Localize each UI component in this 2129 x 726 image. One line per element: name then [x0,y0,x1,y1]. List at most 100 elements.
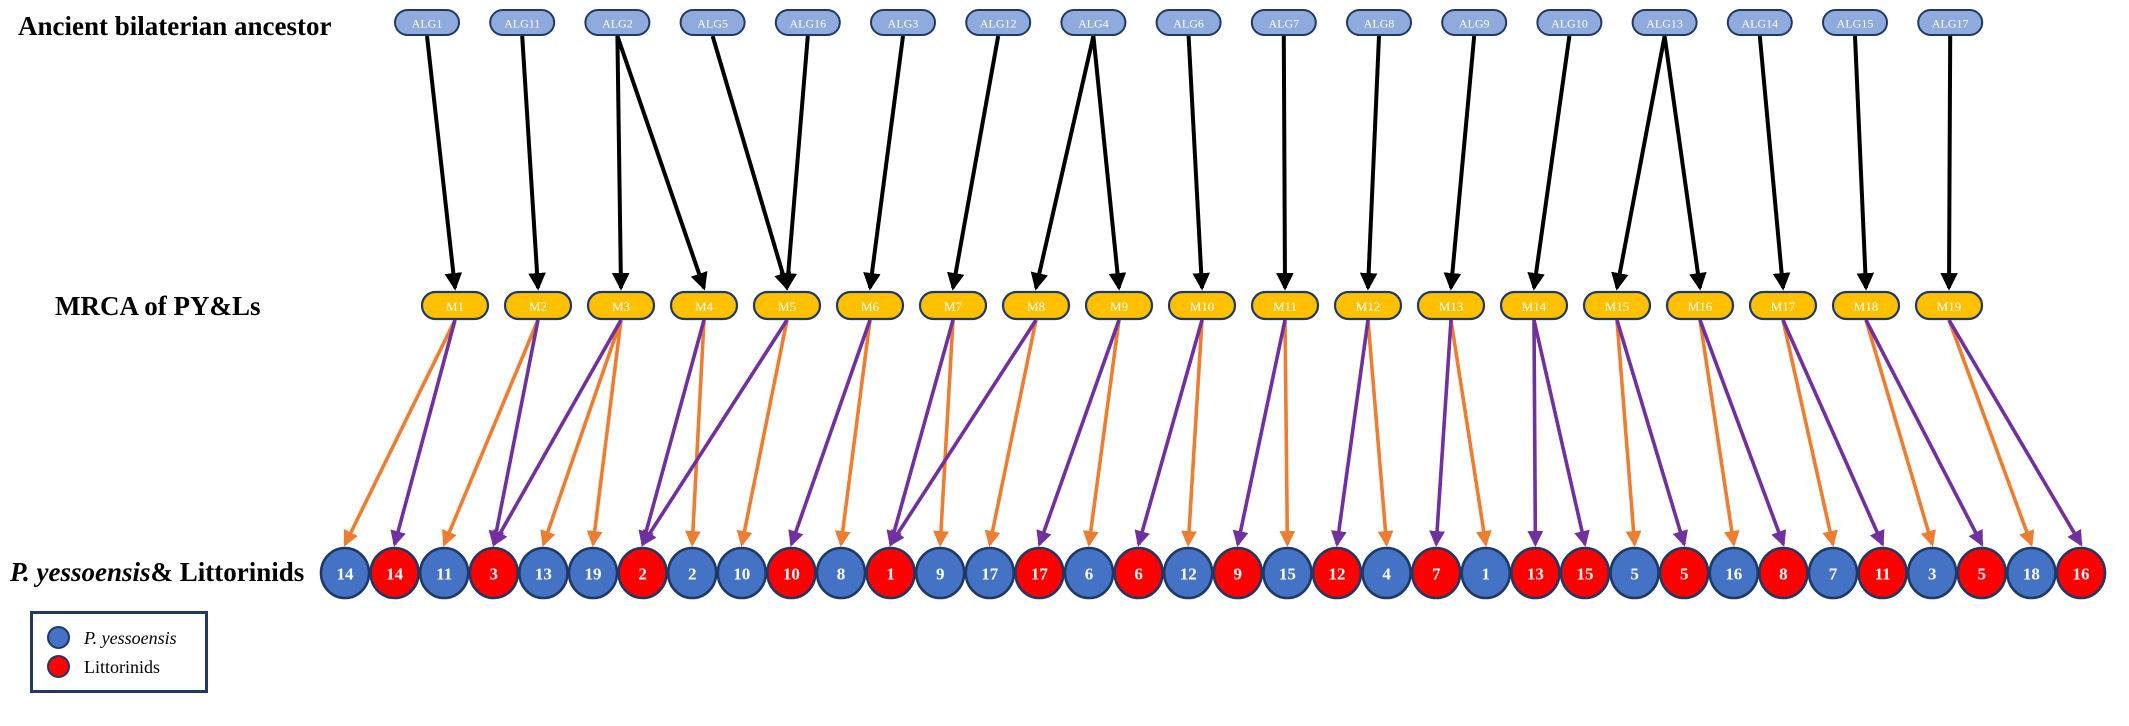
alg-label: ALG11 [504,17,540,31]
chromosome-shape [468,546,520,600]
chromosome-shape [865,546,916,600]
mrca-node-M9: M9 [1084,290,1154,321]
mrca-label: M18 [1854,299,1879,314]
alg-pill [1441,9,1508,36]
alg-label: ALG13 [1646,17,1683,31]
mrca-to-chrom-arrow-M14-c25 [1532,319,1590,547]
alg-node-ALG11: ALG11 [489,9,556,36]
chromosome-number: 9 [1234,565,1243,584]
mrca-to-chrom-arrow-M1-c0 [343,319,457,547]
chromosome-shape [1311,546,1363,600]
mrca-node-M11: M11 [1250,290,1320,321]
mrca-to-chrom-arrow-M15-c27 [1615,319,1688,547]
chromosome-shape [1708,546,1760,600]
chromosome-shape [369,546,420,600]
alg-pill [965,9,1032,36]
chromosome-shape [1559,546,1611,600]
chromosome-number: 17 [1031,565,1049,584]
mrca-to-chrom-arrow-M4-c7 [684,319,706,547]
chromosome-number: 2 [638,565,647,584]
legend-box: P. yessoensis Littorinids [30,611,208,693]
alg-label: ALG17 [1932,17,1969,31]
mrca-pill [835,290,905,321]
legend-row-py: P. yessoensis [47,626,205,649]
alg-label: ALG15 [1837,17,1874,31]
py-legend-label: P. yessoensis [84,627,177,648]
mrca-to-chrom-arrow-M14-c24 [1527,319,1544,547]
alg-pill [1060,9,1127,36]
mrca-label: M10 [1190,299,1215,314]
chromosome-circle-lit-10: 10 [766,546,817,600]
chromosome-shape [716,546,768,600]
chromosome-shape [766,546,817,600]
chromosome-number: 14 [337,565,355,584]
alg-to-mrca-arrow-ALG17-M19 [1940,35,1958,291]
mrca-to-chrom-arrow-M6-c9 [788,319,872,547]
alg-node-ALG16: ALG16 [774,9,841,36]
chromosome-circle-py-4: 4 [1361,546,1412,600]
species-label-rest: & Littorinids [150,557,305,587]
mrca-to-chrom-arrow-M1-c1 [390,319,457,547]
chromosome-number: 7 [1829,565,1838,584]
chromosome-number: 5 [1978,565,1987,584]
chromosome-shape [319,546,371,600]
mrca-label: M17 [1771,299,1796,314]
mrca-label: M8 [1027,299,1045,314]
mrca-node-M18: M18 [1831,290,1901,321]
chromosome-circle-py-6: 6 [1063,546,1115,600]
chromosome-number: 3 [1928,565,1937,584]
chromosome-number: 4 [1382,565,1391,584]
chromosome-circle-lit-15: 15 [1559,546,1611,600]
alg-node-ALG13: ALG13 [1631,9,1698,36]
chromosome-shape [666,546,718,600]
chromosome-number: 18 [2023,565,2040,584]
mrca-to-chrom-arrow-M11-c19 [1279,319,1296,547]
chromosome-number: 8 [1779,565,1788,584]
alg-pill [394,9,460,36]
chromosome-number: 6 [1085,565,1094,584]
chromosome-circle-py-2: 2 [666,546,718,600]
chromosome-number: 15 [1577,565,1594,584]
chromosome-number: 7 [1432,565,1441,584]
chromosome-circle-py-5: 5 [1609,546,1660,600]
chromosome-circle-lit-7: 7 [1410,546,1462,600]
mrca-pill [1001,290,1071,321]
chromosome-circle-lit-1: 1 [865,546,916,600]
mrca-to-chrom-arrow-M4-c6 [638,319,706,547]
chromosome-circle-py-10: 10 [716,546,768,600]
mrca-to-chrom-arrow-M10-c17 [1181,319,1204,547]
chromosome-number: 16 [2073,565,2090,584]
alg-label: ALG10 [1551,17,1588,31]
species-label-italic: P. yessoensis [10,557,151,587]
alg-to-mrca-arrow-ALG9-M13 [1443,35,1477,291]
alg-node-ALG3: ALG3 [870,9,936,36]
chromosome-circle-lit-6: 6 [1113,546,1164,600]
mrca-label: M14 [1522,299,1547,314]
chromosome-number: 13 [1527,565,1544,584]
chromosome-shape [1956,546,2008,600]
alg-to-mrca-arrow-ALG13-M15 [1611,35,1667,291]
alg-label: ALG8 [1364,17,1395,31]
alg-node-ALG5: ALG5 [679,9,746,36]
mrca-to-chrom-arrow-M12-c20 [1330,319,1370,547]
chromosome-number: 5 [1680,565,1689,584]
chromosome-circle-py-16: 16 [1708,546,1760,600]
alg-to-mrca-arrow-ALG5-M5 [710,35,792,291]
chromosome-number: 1 [1482,565,1491,584]
alg-pill [1822,9,1888,36]
chromosome-circle-py-3: 3 [1906,546,1958,600]
mrca-label: M11 [1273,299,1297,314]
mrca-node-M7: M7 [918,290,988,321]
chromosome-circle-lit-2: 2 [617,546,668,600]
mrca-pill [1831,290,1901,321]
chromosome-circle-py-1: 1 [1460,546,1512,600]
mrca-label: M3 [612,299,630,314]
chromosome-number: 10 [733,565,750,584]
alg-node-ALG4: ALG4 [1060,9,1127,36]
chromosome-shape [518,546,569,600]
mrca-to-chrom-arrow-M8-c13 [984,319,1038,547]
mrca-node-M6: M6 [835,290,905,321]
chromosome-circle-py-17: 17 [964,546,1016,600]
mrca-node-M14: M14 [1499,290,1569,321]
chromosome-circle-lit-8: 8 [1758,546,1809,600]
